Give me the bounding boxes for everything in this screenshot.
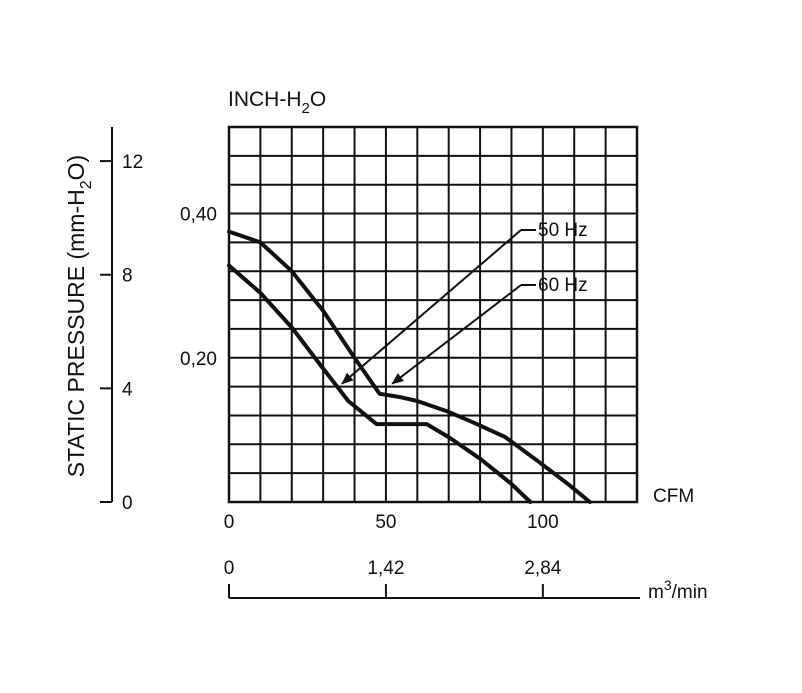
m3-unit-superscript: 3 [664,577,672,593]
x-tick-label: 100 [527,512,559,533]
x-tick-label: 0 [224,512,235,533]
annotations [341,229,536,385]
y-tick-label-inch: 0,40 [180,205,217,226]
series-line-60hz [227,263,533,504]
mm-tick-label: 12 [122,152,143,173]
plot-grid [227,125,639,504]
y-axis-label-subscript: 2 [78,180,95,189]
m3-tick-label: 1,42 [367,558,404,579]
y-tick-label-inch: 0,20 [180,349,217,370]
m3-tick-label: 0 [224,558,235,579]
mm-tick-label: 8 [122,266,133,287]
chart-title: INCH-H2O [228,88,326,117]
y-axis-label: STATIC PRESSURE (mm-H2O) [63,155,95,477]
m3-tick-label: 2,84 [524,558,561,579]
m3-axis-unit-label: m3/min [648,577,708,603]
series [227,229,592,504]
axes: 0 50 100 0,20 0,40 0 4 8 12 0 1,42 2,84 [100,127,640,599]
x-axis-unit-label: CFM [653,486,694,507]
series-line-50hz [227,229,592,504]
annotation-label-60hz: 60 Hz [538,275,588,296]
annotation-arrow-60hz [391,284,522,385]
mm-tick-label: 4 [122,379,133,400]
x-tick-label: 50 [375,512,396,533]
mm-tick-label: 0 [122,493,133,514]
plot-frame [227,125,639,504]
annotation-label-50hz: 50 Hz [538,220,588,241]
chart-title-subscript: 2 [302,100,310,117]
annotation-arrow-50hz [341,229,522,385]
